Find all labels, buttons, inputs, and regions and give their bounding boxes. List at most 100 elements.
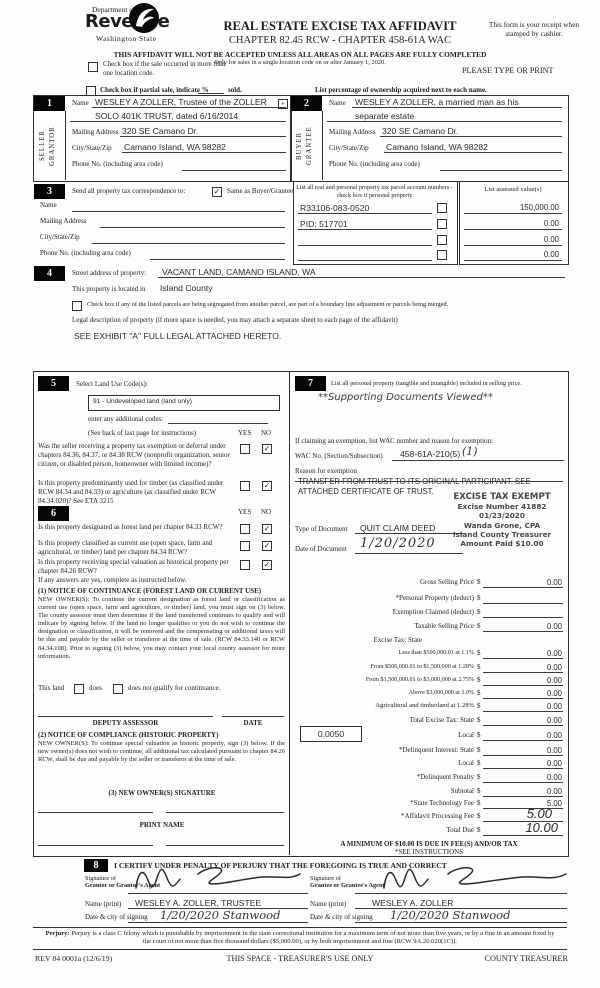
legal-description-value[interactable]: SEE EXHIBIT "A" FULL LEGAL ATTACHED HERE… bbox=[74, 331, 282, 341]
supporting-docs-note: **Supporting Documents Viewed** bbox=[318, 392, 493, 403]
assessed-value-3[interactable]: 0.00 bbox=[543, 250, 559, 259]
seller-phone-field[interactable] bbox=[182, 170, 286, 171]
parcel-personal-checkbox-1[interactable] bbox=[437, 219, 447, 229]
s6-q1-no-checkbox[interactable] bbox=[262, 524, 272, 534]
parcel-personal-checkbox-3[interactable] bbox=[437, 250, 447, 260]
tax-value-agricultural[interactable]: 0.00 bbox=[546, 702, 562, 711]
grantee-date-city-label: Date & city of signing bbox=[310, 913, 373, 921]
tax-value-bracket3[interactable]: 0.00 bbox=[546, 676, 562, 685]
street-address-value[interactable]: VACANT LAND, CAMANO ISLAND, WA bbox=[162, 267, 316, 277]
assessed-value-2[interactable]: 0.00 bbox=[543, 235, 559, 244]
tax-label-total-due: Total Due bbox=[446, 826, 474, 834]
parcel-personal-checkbox-2[interactable] bbox=[437, 235, 447, 245]
buyer-name-value-1[interactable]: WESLEY A ZOLLER, a married man as his bbox=[355, 97, 519, 107]
s6-q3-no-checkbox[interactable] bbox=[262, 560, 272, 570]
buyer-name-value-2[interactable]: separate estate bbox=[355, 111, 415, 121]
seller-name-value-1[interactable]: WESLEY A ZOLLER, Trustee of the ZOLLER bbox=[95, 97, 267, 107]
print-name-field-1[interactable] bbox=[38, 845, 153, 846]
tax-value-local2[interactable]: 0.00 bbox=[546, 759, 562, 768]
parcel-personal-checkbox-0[interactable] bbox=[437, 203, 447, 213]
corr-mailing-field[interactable] bbox=[100, 227, 285, 228]
buyer-phone-field[interactable] bbox=[440, 170, 562, 171]
land-use-code-select[interactable]: 91 - Undeveloped land (land only) bbox=[88, 395, 280, 411]
assessed-value-1[interactable]: 0.00 bbox=[543, 219, 559, 228]
s5-q2-no-checkbox[interactable] bbox=[262, 481, 272, 491]
tax-label-taxable: Taxable Selling Price bbox=[414, 622, 474, 630]
instructions-note: (See back of last page for instructions) bbox=[88, 429, 197, 437]
land-does-not-checkbox[interactable] bbox=[113, 684, 123, 694]
parcel-id-1[interactable]: PID: 517701 bbox=[300, 219, 348, 229]
tax-value-total-state[interactable]: 0.00 bbox=[546, 716, 562, 725]
s5-q2-yes-checkbox[interactable] bbox=[240, 481, 250, 491]
multi-location-checkbox[interactable] bbox=[88, 62, 98, 72]
tax-value-local1[interactable]: 0.00 bbox=[546, 731, 562, 740]
parcel-id-0[interactable]: R33106-083-0520 bbox=[300, 203, 370, 213]
tax-field-exemption[interactable] bbox=[483, 617, 563, 618]
partial-sale-percent-field[interactable] bbox=[198, 93, 224, 94]
s6-q2-yes-checkbox[interactable] bbox=[240, 541, 250, 551]
tax-field-personal[interactable] bbox=[483, 603, 563, 604]
s6-q3-yes-checkbox[interactable] bbox=[240, 560, 250, 570]
parcel-line-0 bbox=[298, 213, 432, 214]
located-in-value[interactable]: Island County bbox=[160, 283, 213, 293]
tax-value-bracket4[interactable]: 0.00 bbox=[546, 689, 562, 698]
corr-city-field[interactable] bbox=[92, 243, 285, 244]
type-of-document-value[interactable]: QUIT CLAIM DEED bbox=[360, 523, 436, 533]
dept-of-label: Department of bbox=[92, 5, 136, 14]
wac-value[interactable]: 458-61A-210(5) bbox=[400, 449, 461, 459]
tax-value-delinq-interest[interactable]: 0.00 bbox=[546, 746, 562, 755]
wac-handwritten-value[interactable]: (1) bbox=[462, 445, 478, 458]
segregated-checkbox[interactable] bbox=[72, 301, 82, 311]
tax-value-processing-fee[interactable]: 5.00 bbox=[526, 806, 552, 821]
buyer-city-value[interactable]: Camano Island, WA 98282 bbox=[386, 142, 488, 152]
seller-name-value-2[interactable]: SOLO 401K TRUST, dated 6/16/2014 bbox=[95, 111, 239, 121]
tax-value-gross[interactable]: 0.00 bbox=[546, 578, 562, 587]
owner-signature-field-2[interactable] bbox=[166, 812, 284, 813]
seller-box bbox=[33, 95, 292, 182]
grantor-date-city-value[interactable]: 1/20/2020 Stanwood bbox=[160, 908, 281, 922]
deputy-assessor-sig-field[interactable] bbox=[38, 716, 213, 717]
seller-mailing-value[interactable]: 320 SE Camano Dr. bbox=[122, 126, 199, 136]
if-yes-note: If any answers are yes, complete as inst… bbox=[38, 576, 187, 584]
tax-value-bracket2[interactable]: 0.00 bbox=[546, 663, 562, 672]
reason-value-2[interactable]: ATTACHED CERTIFICATE OF TRUST. bbox=[298, 487, 434, 496]
print-name-field-2[interactable] bbox=[166, 845, 284, 846]
grantee-name-print-value[interactable]: WESLEY A. ZOLLER bbox=[372, 898, 454, 908]
tax-value-taxable[interactable]: 0.00 bbox=[546, 622, 562, 631]
assessed-value-0[interactable]: 150,000.00 bbox=[519, 203, 559, 212]
same-as-buyer-checkbox[interactable] bbox=[212, 187, 222, 197]
s6-q1-yes-checkbox[interactable] bbox=[240, 524, 250, 534]
tax-value-tech-fee[interactable]: 5.00 bbox=[546, 799, 562, 808]
grantor-name-print-value[interactable]: WESLEY A. ZOLLER, TRUSTEE bbox=[135, 898, 262, 908]
exemption-note: If claiming an exemption, list WAC numbe… bbox=[295, 437, 493, 445]
corr-phone-field[interactable] bbox=[150, 259, 285, 260]
buyer-side-label-2: GRANTEE bbox=[306, 126, 313, 166]
local-rate-box: 0.0050 bbox=[300, 726, 362, 742]
grantee-date-city-value[interactable]: 1/20/2020 Stanwood bbox=[390, 908, 511, 922]
tax-value-total-due[interactable]: 10.00 bbox=[525, 820, 558, 835]
tax-line-6 bbox=[483, 685, 563, 686]
grantee-signature[interactable] bbox=[378, 864, 573, 894]
buyer-mailing-value[interactable]: 320 SE Camano Dr. bbox=[382, 126, 459, 136]
owner-signature-field-1[interactable] bbox=[38, 812, 153, 813]
grantor-signature[interactable] bbox=[130, 864, 305, 894]
additional-codes-field[interactable] bbox=[168, 423, 268, 424]
tax-line-14 bbox=[483, 796, 563, 797]
tax-label-tech-fee: *State Technology Fee bbox=[410, 799, 474, 807]
s6-q2-no-checkbox[interactable] bbox=[262, 541, 272, 551]
notice2-title: (2) NOTICE OF COMPLIANCE (HISTORIC PROPE… bbox=[38, 731, 219, 739]
date-of-document-value[interactable]: 1/20/2020 bbox=[360, 536, 436, 551]
buyer-mailing-label: Mailing Address bbox=[329, 128, 376, 136]
corr-name-field[interactable] bbox=[72, 211, 285, 212]
s5-q1-yes-checkbox[interactable] bbox=[240, 444, 250, 454]
name-overflow-plus-icon[interactable]: + bbox=[278, 99, 288, 109]
tax-value-subtotal[interactable]: 0.00 bbox=[546, 787, 562, 796]
s6-q2-text: Is this property classified as current u… bbox=[38, 539, 213, 556]
deputy-date-field[interactable] bbox=[222, 716, 284, 717]
tax-value-bracket1[interactable]: 0.00 bbox=[546, 649, 562, 658]
land-does-checkbox[interactable] bbox=[74, 684, 84, 694]
s5-q1-no-checkbox[interactable] bbox=[262, 444, 272, 454]
seller-city-value[interactable]: Camano Island, WA 98282 bbox=[124, 142, 226, 152]
section5-badge: 5 bbox=[38, 376, 69, 391]
tax-value-delinq-penalty[interactable]: 0.00 bbox=[546, 773, 562, 782]
